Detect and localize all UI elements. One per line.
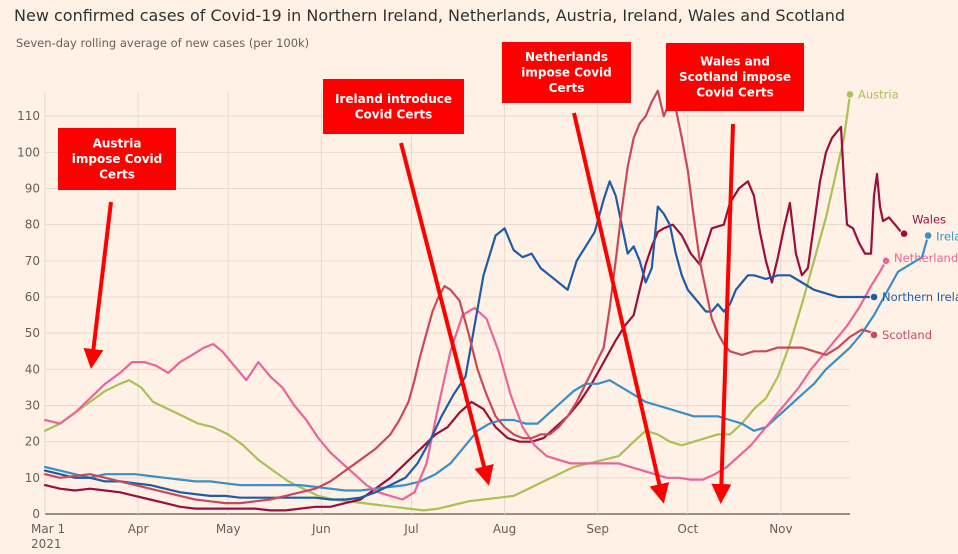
y-tick-label: 30 [25, 399, 40, 413]
annotation-text: Covid Certs [696, 86, 774, 100]
y-tick-label: 40 [25, 362, 40, 376]
series-line-wales [43, 125, 906, 512]
annotation-text: Ireland introduce [335, 92, 452, 106]
y-tick-label: 80 [25, 218, 40, 232]
y-tick-label: 50 [25, 326, 40, 340]
chart-title: New confirmed cases of Covid-19 in North… [14, 6, 845, 25]
end-label-northern-ireland: Northern Ireland [882, 290, 958, 304]
annotation-box [502, 42, 631, 103]
end-label-netherlands: Netherlands [894, 251, 958, 265]
series-line-scotland [43, 89, 876, 505]
gridlines [44, 92, 850, 515]
end-marker-wales [899, 229, 909, 239]
series-end-labels: Austria Wales Ireland Netherlands Northern I… [845, 87, 958, 342]
end-label-austria: Austria [858, 87, 899, 101]
annotation-text: Covid Certs [355, 107, 433, 121]
annotation-text: Netherlands [525, 50, 608, 64]
y-tick-label: 110 [17, 109, 40, 123]
annotation-text: Certs [99, 168, 135, 182]
x-tick-label: Aug [493, 522, 516, 536]
series-line-ireland [43, 234, 930, 492]
annotation-text: Certs [549, 81, 585, 95]
annotation-text: impose Covid [72, 152, 163, 166]
annotation-box [58, 128, 176, 190]
end-marker-scotland [869, 330, 879, 340]
end-marker-netherlands [881, 256, 891, 266]
annotation-arrow [399, 142, 494, 486]
end-marker-ireland [923, 231, 933, 240]
annotation-text: Wales and [700, 55, 770, 69]
x-tick-label: 2021 [31, 537, 62, 551]
x-tick-label: Mar 1 [31, 522, 65, 536]
y-tick-label: 60 [25, 290, 40, 304]
series-line-netherlands [43, 259, 888, 501]
y-tick-label: 20 [25, 435, 40, 449]
x-tick-label: Jul [403, 522, 418, 536]
series-line-austria [43, 93, 852, 512]
y-tick-label: 100 [17, 145, 40, 159]
end-label-wales: Wales [912, 213, 946, 227]
series-lines [43, 89, 930, 512]
annotation-arrow [711, 123, 735, 504]
end-label-ireland: Ireland [936, 230, 958, 244]
annotation-box [666, 43, 804, 111]
x-tick-label: Nov [769, 522, 792, 536]
annotation-box [323, 79, 464, 134]
annotation-text: Austria [93, 137, 142, 151]
x-tick-label: May [216, 522, 241, 536]
end-marker-northern-ireland [869, 292, 879, 302]
y-tick-label: 90 [25, 182, 40, 196]
y-tick-label: 10 [25, 471, 40, 485]
end-label-scotland: Scotland [882, 328, 932, 342]
annotation-text: Scotland impose [679, 70, 791, 84]
chart-subtitle: Seven-day rolling average of new cases (… [16, 36, 310, 50]
annotation-arrow [572, 112, 670, 504]
x-tick-label: Jun [311, 522, 331, 536]
annotation-arrow [83, 201, 113, 369]
x-tick-label: Apr [128, 522, 149, 536]
annotation-text: impose Covid [521, 66, 612, 80]
end-marker-austria [845, 90, 855, 99]
x-tick-label: Oct [677, 522, 698, 536]
y-tick-label: 70 [25, 254, 40, 268]
x-tick-label: Sep [586, 522, 609, 536]
y-tick-label: 0 [32, 507, 40, 521]
series-line-northern-ireland [43, 180, 876, 501]
